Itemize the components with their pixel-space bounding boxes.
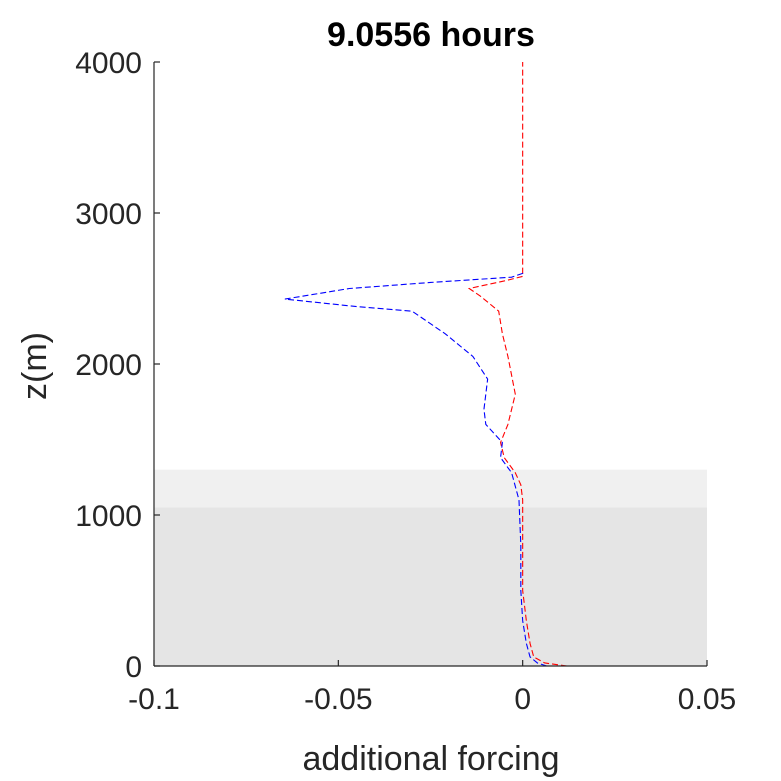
data-series — [284, 62, 567, 667]
x-axis-title: additional forcing — [302, 740, 559, 778]
x-tick-label: 0.05 — [678, 683, 736, 716]
x-tick-label: -0.1 — [128, 683, 180, 716]
y-tick-label: 3000 — [75, 198, 142, 231]
ticks: -0.1 -0.05 0 0.05 0 1000 2000 3000 4000 — [75, 47, 736, 716]
y-tick-label: 4000 — [75, 47, 142, 80]
chart-title: 9.0556 hours — [327, 16, 535, 54]
y-tick-label: 2000 — [75, 349, 142, 382]
shaded-band-1 — [154, 469, 707, 508]
x-tick-label: -0.05 — [304, 683, 372, 716]
series-line-1 — [284, 270, 547, 667]
x-tick-label: 0 — [514, 683, 531, 716]
shaded-band-0 — [154, 507, 707, 666]
y-tick-label: 1000 — [75, 500, 142, 533]
y-axis-title: z(m) — [16, 332, 54, 400]
shaded-bands — [154, 469, 707, 666]
y-tick-label: 0 — [125, 651, 142, 684]
series-line-0 — [467, 62, 567, 667]
